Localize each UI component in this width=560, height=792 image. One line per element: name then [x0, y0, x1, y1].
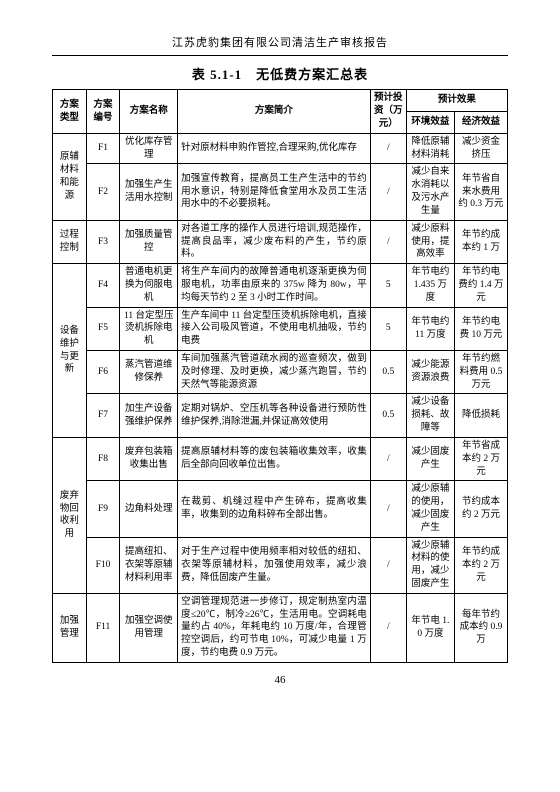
eco-cell: 年节约成本约 1 万 — [454, 220, 507, 263]
header-row-1: 方案类型 方案编号 方案名称 方案简介 预计投资（万元） 预计效果 — [53, 90, 508, 112]
env-cell: 减少固废产生 — [406, 437, 454, 480]
no-cell: F4 — [86, 264, 120, 307]
env-cell: 减少原辅的使用，减少固废产生 — [406, 481, 454, 537]
table-row: F6 蒸汽管道维修保养 车间加强蒸汽管道疏水阀的巡查频次，做到及时修理、及时更换… — [53, 351, 508, 394]
th-type: 方案类型 — [53, 90, 87, 133]
desc-cell: 对各道工序的操作人员进行培训,规范操作，提高良品率，减少废布料的产生，节约原料。 — [178, 220, 371, 263]
desc-cell: 提高原辅材料等的废包装箱收集效率，收集后全部向回收单位出售。 — [178, 437, 371, 480]
name-cell: 废弃包装箱收集出售 — [120, 437, 178, 480]
eco-cell: 降低损耗 — [454, 394, 507, 437]
env-cell: 减少能源资源浪费 — [406, 351, 454, 394]
desc-cell: 空调管理规范进一步修订，规定制热室内温度≤20℃，制冷≥26℃，生活用电。空调耗… — [178, 593, 371, 662]
no-cell: F11 — [86, 593, 120, 662]
group-cell: 设备维护与更新 — [53, 264, 87, 438]
name-cell: 加强空调使用管理 — [120, 593, 178, 662]
desc-cell: 定期对锅炉、空压机等各种设备进行预防性维护保养,消除泄漏,并保证高效使用 — [178, 394, 371, 437]
page-number: 46 — [52, 673, 508, 688]
no-cell: F8 — [86, 437, 120, 480]
no-cell: F7 — [86, 394, 120, 437]
desc-cell: 生产车间中 11 台定型压烫机拆除电机，直接接入公司吸风管道，不使用电机抽吸，节… — [178, 307, 371, 350]
desc-cell: 加强宣传教育，提高员工生产生活中的节约用水意识，特别是降低食堂用水及员工生活用水… — [178, 164, 371, 220]
no-cell: F1 — [86, 133, 120, 164]
env-cell: 年节电 1.0 万度 — [406, 593, 454, 662]
inv-cell: / — [370, 537, 406, 593]
group-cell: 废弃物回收利用 — [53, 437, 87, 593]
th-name: 方案名称 — [120, 90, 178, 133]
inv-cell: / — [370, 593, 406, 662]
eco-cell: 节约成本约 2 万元 — [454, 481, 507, 537]
eco-cell: 每年节约成本约 0.9 万 — [454, 593, 507, 662]
th-effect: 预计效果 — [406, 90, 507, 112]
name-cell: 蒸汽管道维修保养 — [120, 351, 178, 394]
inv-cell: / — [370, 164, 406, 220]
eco-cell: 年节约电费 10 万元 — [454, 307, 507, 350]
desc-cell: 车间加强蒸汽管道疏水阀的巡查频次，做到及时修理、及时更换，减少蒸汽跑冒，节约天然… — [178, 351, 371, 394]
no-cell: F9 — [86, 481, 120, 537]
env-cell: 年节电约 11 万度 — [406, 307, 454, 350]
env-cell: 年节电约 1.435 万度 — [406, 264, 454, 307]
th-no: 方案编号 — [86, 90, 120, 133]
table-row: F9 边角料处理 在裁剪、机缝过程中产生碎布，提高收集率，收集到的边角料碎布全部… — [53, 481, 508, 537]
name-cell: 提高纽扣、衣架等原辅材料利用率 — [120, 537, 178, 593]
table-row: F5 11 台定型压烫机拆除电机 生产车间中 11 台定型压烫机拆除电机，直接接… — [53, 307, 508, 350]
desc-cell: 在裁剪、机缝过程中产生碎布，提高收集率，收集到的边角料碎布全部出售。 — [178, 481, 371, 537]
group-cell: 过程控制 — [53, 220, 87, 263]
th-env: 环境效益 — [406, 112, 454, 134]
name-cell: 加生产设备强维护保养 — [120, 394, 178, 437]
desc-cell: 针对原材料申购作管控,合理采购,优化库存 — [178, 133, 371, 164]
report-header: 江苏虎豹集团有限公司清洁生产审核报告 — [52, 36, 508, 56]
inv-cell: 5 — [370, 307, 406, 350]
desc-cell: 对于生产过程中使用频率相对较低的纽扣、衣架等原辅材料，加强使用效率，减少浪费，降… — [178, 537, 371, 593]
env-cell: 减少自来水消耗以及污水产生量 — [406, 164, 454, 220]
inv-cell: 5 — [370, 264, 406, 307]
no-cell: F5 — [86, 307, 120, 350]
eco-cell: 年节约电费约 1.4 万元 — [454, 264, 507, 307]
inv-cell: / — [370, 220, 406, 263]
eco-cell: 年节省自来水费用约 0.3 万元 — [454, 164, 507, 220]
inv-cell: 0.5 — [370, 351, 406, 394]
env-cell: 减少原辅材料的使用，减少固废产生 — [406, 537, 454, 593]
th-eco: 经济效益 — [454, 112, 507, 134]
eco-cell: 年节约成本约 2 万元 — [454, 537, 507, 593]
th-inv: 预计投资（万元） — [370, 90, 406, 133]
inv-cell: 0.5 — [370, 394, 406, 437]
env-cell: 减少设备损耗、故障等 — [406, 394, 454, 437]
inv-cell: / — [370, 133, 406, 164]
table-row: 过程控制 F3 加强质量管控 对各道工序的操作人员进行培训,规范操作，提高良品率… — [53, 220, 508, 263]
eco-cell: 年节约燃料费用 0.5 万元 — [454, 351, 507, 394]
summary-table: 方案类型 方案编号 方案名称 方案简介 预计投资（万元） 预计效果 环境效益 经… — [52, 89, 508, 663]
table-row: 废弃物回收利用 F8 废弃包装箱收集出售 提高原辅材料等的废包装箱收集效率，收集… — [53, 437, 508, 480]
no-cell: F2 — [86, 164, 120, 220]
name-cell: 加强质量管控 — [120, 220, 178, 263]
name-cell: 优化库存管理 — [120, 133, 178, 164]
no-cell: F3 — [86, 220, 120, 263]
table-row: F10 提高纽扣、衣架等原辅材料利用率 对于生产过程中使用频率相对较低的纽扣、衣… — [53, 537, 508, 593]
group-cell: 加强管理 — [53, 593, 87, 662]
env-cell: 降低原辅材料消耗 — [406, 133, 454, 164]
inv-cell: / — [370, 437, 406, 480]
eco-cell: 减少资金挤压 — [454, 133, 507, 164]
table-title: 表 5.1-1 无低费方案汇总表 — [52, 66, 508, 84]
eco-cell: 年节省成本约 2 万元 — [454, 437, 507, 480]
inv-cell: / — [370, 481, 406, 537]
th-desc: 方案简介 — [178, 90, 371, 133]
env-cell: 减少原料使用，提高效率 — [406, 220, 454, 263]
no-cell: F10 — [86, 537, 120, 593]
name-cell: 普通电机更换为伺服电机 — [120, 264, 178, 307]
table-row: F7 加生产设备强维护保养 定期对锅炉、空压机等各种设备进行预防性维护保养,消除… — [53, 394, 508, 437]
name-cell: 11 台定型压烫机拆除电机 — [120, 307, 178, 350]
name-cell: 边角料处理 — [120, 481, 178, 537]
no-cell: F6 — [86, 351, 120, 394]
table-row: 原辅材料和能源 F1 优化库存管理 针对原材料申购作管控,合理采购,优化库存 /… — [53, 133, 508, 164]
table-row: 设备维护与更新 F4 普通电机更换为伺服电机 将生产车间内的故障普通电机逐渐更换… — [53, 264, 508, 307]
table-row: 加强管理 F11 加强空调使用管理 空调管理规范进一步修订，规定制热室内温度≤2… — [53, 593, 508, 662]
table-row: F2 加强生产生活用水控制 加强宣传教育，提高员工生产生活中的节约用水意识，特别… — [53, 164, 508, 220]
name-cell: 加强生产生活用水控制 — [120, 164, 178, 220]
desc-cell: 将生产车间内的故障普通电机逐渐更换为伺服电机，功率由原来的 375w 降为 80… — [178, 264, 371, 307]
group-cell: 原辅材料和能源 — [53, 133, 87, 220]
